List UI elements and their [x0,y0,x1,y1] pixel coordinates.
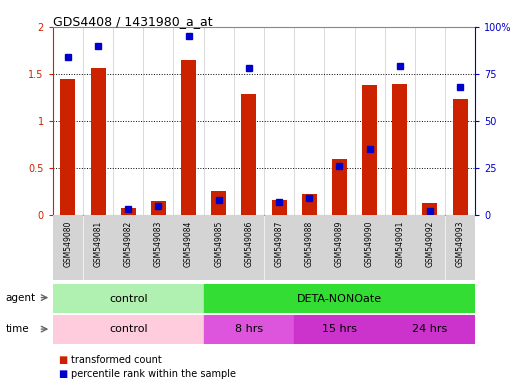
Text: GSM549081: GSM549081 [93,220,102,266]
Text: DETA-NONOate: DETA-NONOate [297,293,382,304]
Bar [174,215,203,280]
Text: GSM549087: GSM549087 [275,220,284,266]
Text: percentile rank within the sample: percentile rank within the sample [71,369,237,379]
Bar [422,203,438,215]
Bar [446,215,475,280]
Bar [53,315,204,344]
Bar [211,190,227,215]
Text: time: time [5,324,29,334]
Bar [121,207,136,215]
Bar [234,215,263,280]
Bar [294,315,385,344]
Text: control: control [109,293,147,304]
Bar [204,315,294,344]
Text: GSM549084: GSM549084 [184,220,193,266]
Text: GSM549083: GSM549083 [154,220,163,266]
Text: ■: ■ [58,369,68,379]
Text: 15 hrs: 15 hrs [322,324,357,334]
Bar [204,215,233,280]
Text: agent: agent [5,293,35,303]
Bar [53,215,82,280]
Bar [241,94,257,215]
Bar [362,85,377,215]
Bar [151,201,166,215]
Text: GSM549089: GSM549089 [335,220,344,266]
Text: control: control [109,324,147,334]
Bar [90,68,106,215]
Bar [83,215,112,280]
Bar [204,284,475,313]
Bar [271,200,287,215]
Text: GDS4408 / 1431980_a_at: GDS4408 / 1431980_a_at [53,15,212,28]
Text: GSM549088: GSM549088 [305,220,314,266]
Bar [53,284,204,313]
Bar [144,215,173,280]
Text: ■: ■ [58,355,68,365]
Text: GSM549090: GSM549090 [365,220,374,267]
Text: GSM549092: GSM549092 [426,220,435,266]
Bar [295,215,324,280]
Text: GSM549091: GSM549091 [395,220,404,266]
Bar [452,99,468,215]
Text: 24 hrs: 24 hrs [412,324,448,334]
Bar [355,215,384,280]
Text: transformed count: transformed count [71,355,162,365]
Text: GSM549082: GSM549082 [124,220,133,266]
Text: GSM549085: GSM549085 [214,220,223,266]
Bar [416,215,445,280]
Bar [385,315,475,344]
Bar [385,215,414,280]
Bar [325,215,354,280]
Text: GSM549086: GSM549086 [244,220,253,266]
Bar [301,194,317,215]
Text: GSM549080: GSM549080 [63,220,72,266]
Bar [392,84,407,215]
Bar [114,215,143,280]
Text: GSM549093: GSM549093 [456,220,465,267]
Bar [60,79,76,215]
Bar [332,159,347,215]
Bar [265,215,294,280]
Text: 8 hrs: 8 hrs [235,324,263,334]
Bar [181,60,196,215]
